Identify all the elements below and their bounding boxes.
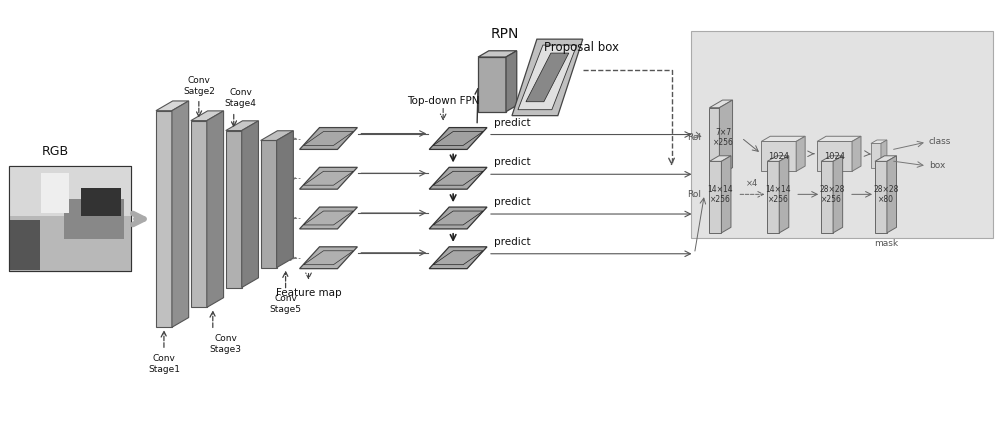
Text: predict: predict bbox=[494, 157, 531, 167]
Polygon shape bbox=[478, 51, 517, 57]
Polygon shape bbox=[226, 121, 258, 131]
Text: 1024: 1024 bbox=[768, 152, 789, 161]
Bar bbox=[81, 188, 121, 216]
Polygon shape bbox=[300, 128, 357, 149]
Text: Conv
Stage3: Conv Stage3 bbox=[210, 334, 242, 354]
Polygon shape bbox=[709, 108, 719, 175]
Polygon shape bbox=[761, 142, 796, 171]
Bar bbox=[691, 31, 993, 238]
Polygon shape bbox=[277, 131, 293, 268]
Polygon shape bbox=[429, 167, 487, 189]
Polygon shape bbox=[767, 156, 789, 162]
Polygon shape bbox=[242, 121, 258, 288]
Polygon shape bbox=[226, 131, 242, 288]
Polygon shape bbox=[821, 156, 843, 162]
Text: box: box bbox=[929, 162, 945, 170]
Text: RoI: RoI bbox=[687, 133, 701, 142]
Text: RGB: RGB bbox=[42, 145, 69, 158]
Text: Feature map: Feature map bbox=[276, 288, 341, 297]
Text: Conv
Stage5: Conv Stage5 bbox=[270, 294, 302, 314]
Polygon shape bbox=[156, 101, 189, 111]
Text: Conv
Satge2: Conv Satge2 bbox=[183, 76, 215, 96]
Polygon shape bbox=[881, 140, 887, 168]
Polygon shape bbox=[833, 156, 843, 233]
Bar bbox=[9, 166, 131, 271]
Polygon shape bbox=[429, 207, 487, 229]
Text: 28×28
×256: 28×28 ×256 bbox=[819, 184, 845, 204]
Polygon shape bbox=[300, 207, 357, 229]
Text: class: class bbox=[929, 138, 951, 146]
Bar bbox=[9, 216, 131, 271]
Polygon shape bbox=[817, 142, 852, 171]
Polygon shape bbox=[261, 140, 277, 268]
Text: Conv
Stage1: Conv Stage1 bbox=[148, 354, 180, 374]
Polygon shape bbox=[817, 136, 861, 142]
Text: Proposal box: Proposal box bbox=[544, 41, 619, 54]
Polygon shape bbox=[852, 136, 861, 171]
Text: Top-down FPN: Top-down FPN bbox=[407, 96, 479, 106]
Bar bbox=[9, 166, 131, 271]
Text: 14×14
×256: 14×14 ×256 bbox=[707, 184, 733, 204]
Text: RoI: RoI bbox=[687, 190, 701, 199]
Polygon shape bbox=[506, 51, 517, 112]
Polygon shape bbox=[719, 100, 733, 175]
Polygon shape bbox=[875, 156, 896, 162]
Polygon shape bbox=[796, 136, 805, 171]
Polygon shape bbox=[887, 156, 896, 233]
Polygon shape bbox=[300, 167, 357, 189]
Polygon shape bbox=[191, 121, 207, 307]
Polygon shape bbox=[512, 39, 583, 116]
Text: ×4: ×4 bbox=[746, 179, 758, 188]
Polygon shape bbox=[261, 131, 293, 140]
Polygon shape bbox=[779, 156, 789, 233]
Text: RPN: RPN bbox=[491, 27, 519, 41]
Polygon shape bbox=[207, 111, 224, 307]
Text: Conv
Stage4: Conv Stage4 bbox=[225, 88, 257, 108]
Text: 28×28
×80: 28×28 ×80 bbox=[873, 184, 898, 204]
Text: 7×7
×256: 7×7 ×256 bbox=[713, 128, 733, 147]
Polygon shape bbox=[518, 45, 577, 110]
Polygon shape bbox=[300, 247, 357, 268]
Bar bbox=[41, 173, 69, 213]
Text: mask: mask bbox=[874, 239, 898, 248]
Polygon shape bbox=[478, 57, 506, 112]
Polygon shape bbox=[721, 156, 731, 233]
Text: 14×14
×256: 14×14 ×256 bbox=[765, 184, 791, 204]
Polygon shape bbox=[429, 247, 487, 268]
Text: predict: predict bbox=[494, 237, 531, 247]
Polygon shape bbox=[761, 136, 805, 142]
Bar bbox=[9, 166, 131, 216]
Polygon shape bbox=[429, 128, 487, 149]
Polygon shape bbox=[709, 162, 721, 233]
Polygon shape bbox=[191, 111, 224, 121]
Polygon shape bbox=[709, 100, 733, 108]
Polygon shape bbox=[875, 162, 887, 233]
Polygon shape bbox=[709, 156, 731, 162]
Polygon shape bbox=[767, 162, 779, 233]
Bar bbox=[10, 220, 40, 270]
Polygon shape bbox=[526, 53, 569, 102]
Polygon shape bbox=[871, 143, 881, 168]
Bar bbox=[64, 199, 124, 239]
Polygon shape bbox=[871, 140, 887, 143]
Polygon shape bbox=[172, 101, 189, 327]
Text: predict: predict bbox=[494, 118, 531, 128]
Polygon shape bbox=[821, 162, 833, 233]
Text: 1024: 1024 bbox=[824, 152, 845, 161]
Polygon shape bbox=[156, 111, 172, 327]
Text: predict: predict bbox=[494, 197, 531, 207]
